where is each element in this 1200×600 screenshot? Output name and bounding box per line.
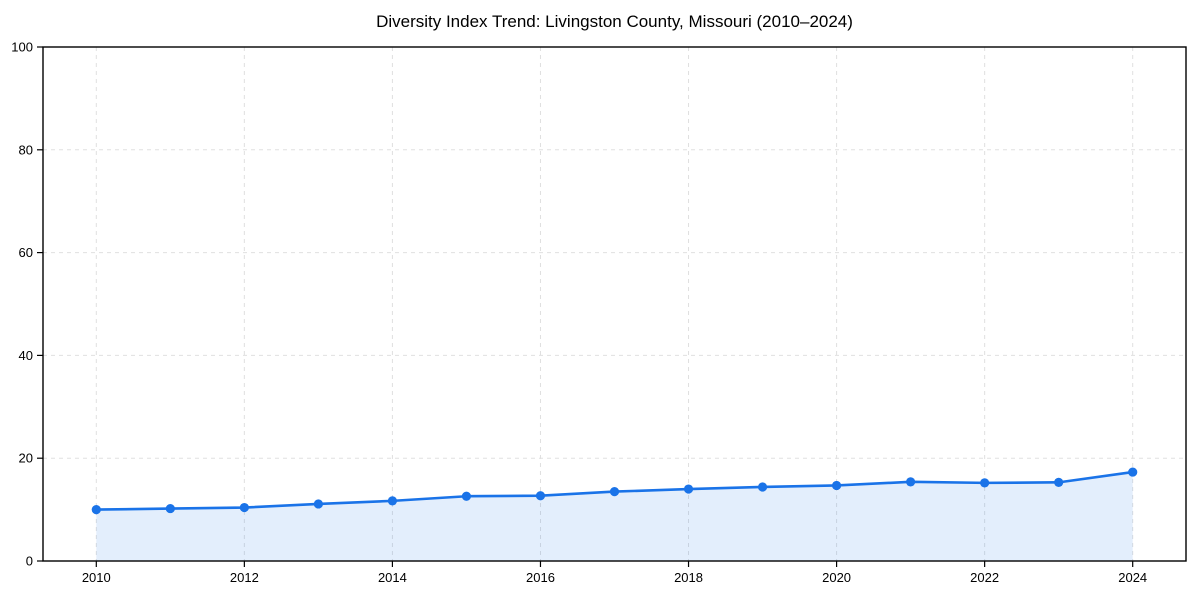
data-point-2017 — [609, 487, 620, 497]
x-tick-label: 2020 — [822, 570, 851, 585]
y-tick-label: 80 — [19, 142, 33, 157]
chart-title: Diversity Index Trend: Livingston County… — [376, 12, 853, 31]
data-point-2016 — [535, 491, 546, 501]
area-fill — [96, 472, 1133, 561]
data-point-2014 — [387, 496, 398, 506]
data-point-2021 — [906, 477, 916, 487]
y-tick-label: 40 — [19, 348, 33, 363]
x-tick-label: 2024 — [1118, 570, 1147, 585]
x-tick-label: 2014 — [378, 570, 407, 585]
data-point-2011 — [165, 503, 175, 514]
data-point-2012 — [239, 502, 249, 513]
plot-border — [42, 46, 1187, 562]
data-point-2024 — [1128, 467, 1138, 477]
data-point-2022 — [980, 478, 990, 488]
x-tick-label: 2012 — [230, 570, 259, 585]
y-tick-label: 20 — [19, 451, 33, 466]
data-point-2020 — [831, 480, 842, 491]
x-tick-label: 2010 — [82, 570, 111, 585]
data-point-2013 — [313, 499, 323, 509]
data-point-2010 — [91, 505, 101, 515]
y-tick-label: 100 — [11, 40, 33, 55]
x-tick-label: 2016 — [526, 570, 555, 585]
data-point-2023 — [1054, 477, 1064, 487]
y-tick-label: 60 — [19, 245, 33, 260]
data-point-2019 — [757, 482, 768, 492]
data-point-2015 — [461, 491, 472, 501]
data-point-2018 — [683, 484, 694, 494]
y-tick-label: 0 — [26, 554, 33, 569]
x-tick-label: 2022 — [970, 570, 999, 585]
x-tick-label: 2018 — [674, 570, 703, 585]
